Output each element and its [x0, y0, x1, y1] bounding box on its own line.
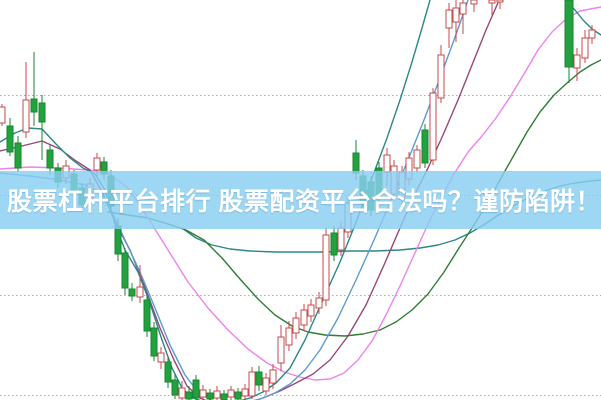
headline-banner: 股票杠杆平台排行 股票配资平台合法吗？谨防陷阱！	[0, 171, 601, 229]
headline-text: 股票杠杆平台排行 股票配资平台合法吗？谨防陷阱！	[7, 188, 601, 216]
